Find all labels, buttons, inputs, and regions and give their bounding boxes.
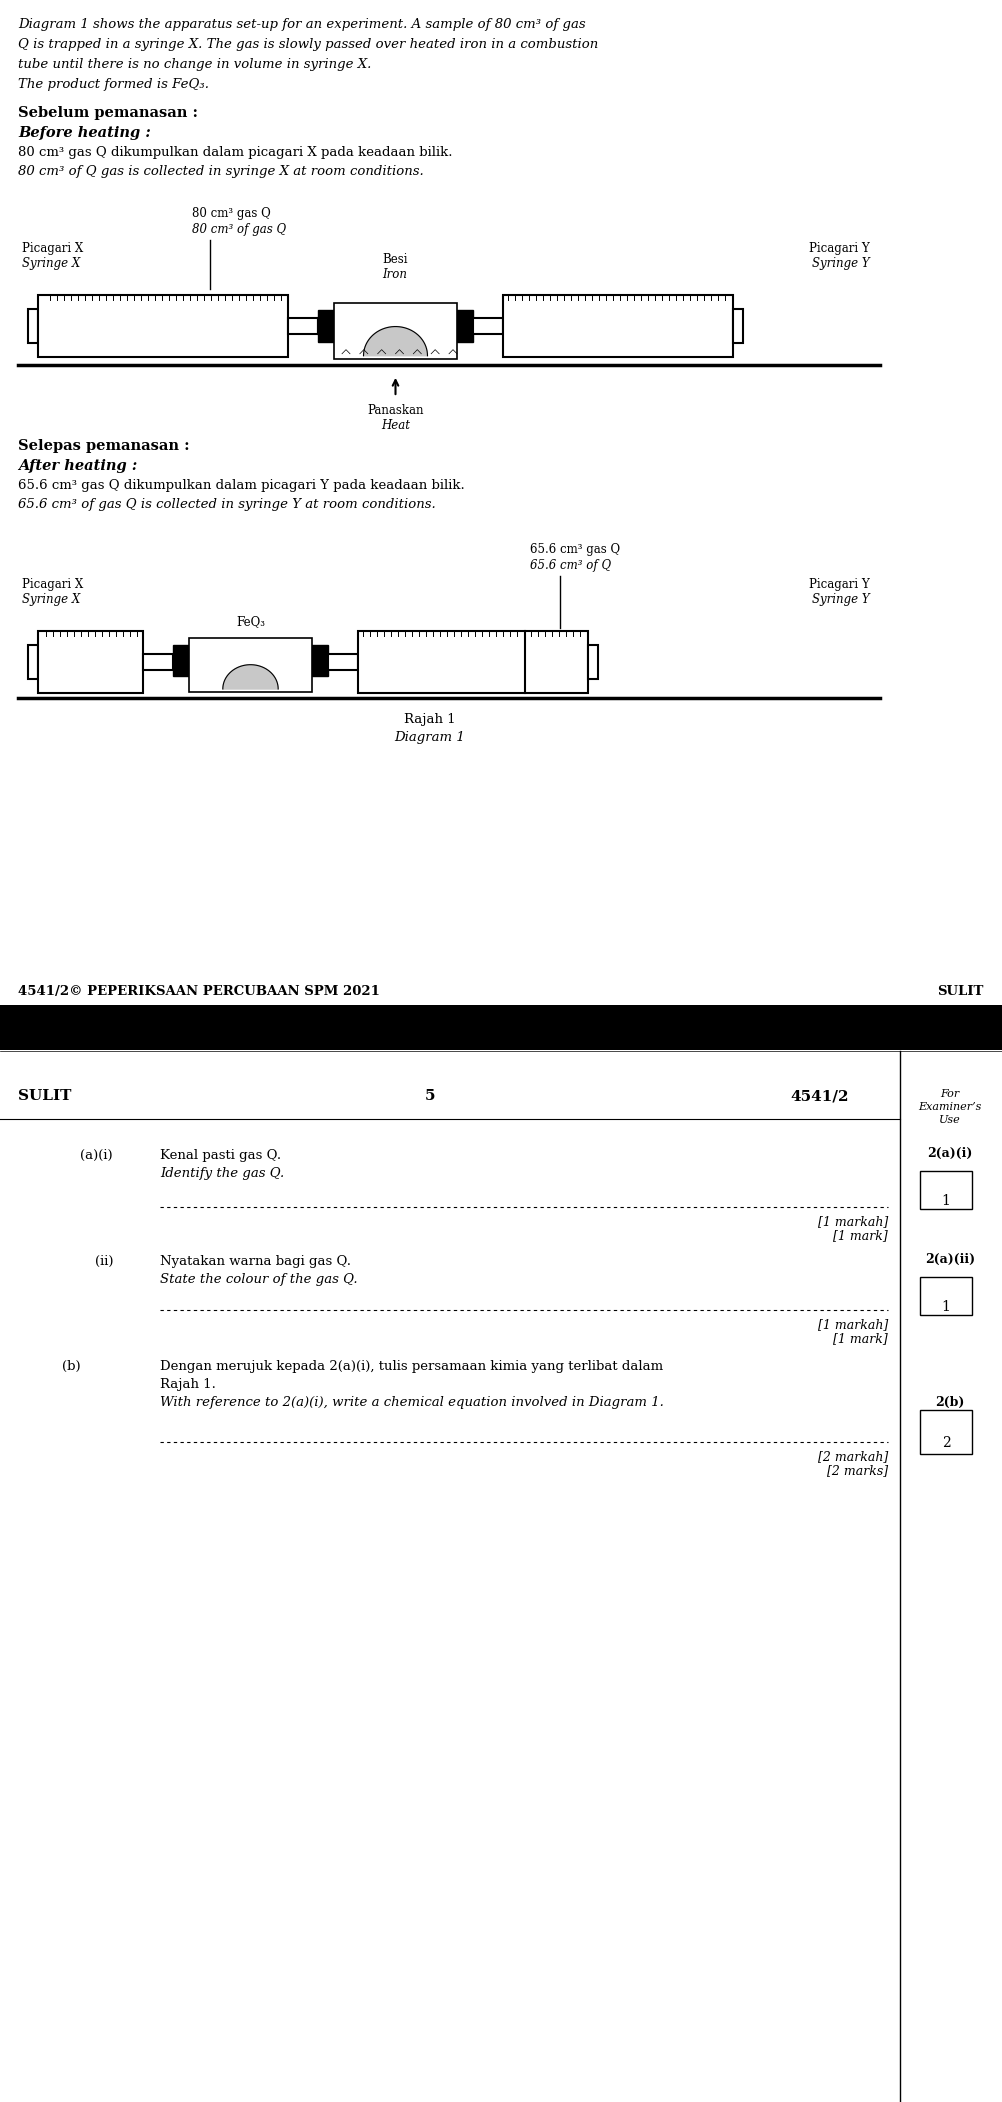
Bar (457, 309, 473, 343)
Text: Syringe Y: Syringe Y (813, 256, 870, 269)
Text: Q is trapped in a syringe X. The gas is slowly passed over heated iron in a comb: Q is trapped in a syringe X. The gas is … (18, 38, 598, 50)
Text: 65.6 cm³ of Q: 65.6 cm³ of Q (530, 559, 611, 572)
Text: 5: 5 (425, 1089, 435, 1104)
Text: Panaskan: Panaskan (368, 404, 424, 416)
Text: 1: 1 (942, 1194, 951, 1209)
Text: Kenal pasti gas Q.: Kenal pasti gas Q. (160, 1150, 282, 1162)
Text: 2(a)(ii): 2(a)(ii) (925, 1253, 975, 1265)
Text: 80 cm³ of Q gas is collected in syringe X at room conditions.: 80 cm³ of Q gas is collected in syringe … (18, 164, 424, 179)
Bar (189, 639, 312, 692)
Bar (288, 317, 318, 334)
Text: 65.6 cm³ of gas Q is collected in syringe Y at room conditions.: 65.6 cm³ of gas Q is collected in syring… (18, 498, 436, 511)
Bar (334, 303, 457, 359)
Polygon shape (222, 664, 279, 689)
Text: Diagram 1 shows the apparatus set-up for an experiment. A sample of 80 cm³ of ga: Diagram 1 shows the apparatus set-up for… (18, 19, 585, 32)
Text: 2(b): 2(b) (935, 1396, 965, 1408)
Text: 65.6 cm³ gas Q dikumpulkan dalam picagari Y pada keadaan bilik.: 65.6 cm³ gas Q dikumpulkan dalam picagar… (18, 479, 465, 492)
Text: [2 markah]: [2 markah] (818, 1450, 888, 1463)
Text: [1 markah]: [1 markah] (818, 1318, 888, 1331)
Bar (503, 294, 733, 357)
Bar (920, 1278, 972, 1316)
Text: Iron: Iron (383, 267, 408, 282)
Text: Rajah 1: Rajah 1 (404, 713, 456, 725)
Text: 80 cm³ gas Q: 80 cm³ gas Q (192, 206, 271, 221)
Text: SULIT: SULIT (938, 986, 984, 998)
Text: [1 markah]: [1 markah] (818, 1215, 888, 1228)
Text: Picagari Y: Picagari Y (810, 578, 870, 591)
Bar (473, 317, 503, 334)
Bar (38, 294, 288, 357)
Text: With reference to 2(a)(i), write a chemical equation involved in Diagram 1.: With reference to 2(a)(i), write a chemi… (160, 1396, 664, 1408)
Text: Selepas pemanasan :: Selepas pemanasan : (18, 439, 189, 454)
Text: SULIT: SULIT (18, 1089, 71, 1104)
Text: 4541/2© PEPERIKSAAN PERCUBAAN SPM 2021: 4541/2© PEPERIKSAAN PERCUBAAN SPM 2021 (18, 986, 380, 998)
Text: Syringe X: Syringe X (22, 256, 80, 269)
Text: [1 mark]: [1 mark] (834, 1230, 888, 1242)
Text: 80 cm³ gas Q dikumpulkan dalam picagari X pada keadaan bilik.: 80 cm³ gas Q dikumpulkan dalam picagari … (18, 145, 453, 160)
Text: tube until there is no change in volume in syringe X.: tube until there is no change in volume … (18, 59, 372, 71)
Bar (28, 645, 38, 679)
Text: Syringe Y: Syringe Y (813, 593, 870, 605)
Text: State the colour of the gas Q.: State the colour of the gas Q. (160, 1274, 358, 1286)
Text: Picagari Y: Picagari Y (810, 242, 870, 254)
Text: 80 cm³ of gas Q: 80 cm³ of gas Q (192, 223, 287, 235)
Text: Diagram 1: Diagram 1 (395, 731, 465, 744)
Text: (a)(i): (a)(i) (80, 1150, 112, 1162)
Text: 65.6 cm³ gas Q: 65.6 cm³ gas Q (530, 542, 620, 557)
Text: [2 marks]: [2 marks] (827, 1463, 888, 1478)
Bar (588, 645, 598, 679)
Bar (143, 654, 173, 671)
Text: Before heating :: Before heating : (18, 126, 150, 141)
Bar (358, 631, 588, 694)
Text: Dengan merujuk kepada 2(a)(i), tulis persamaan kimia yang terlibat dalam: Dengan merujuk kepada 2(a)(i), tulis per… (160, 1360, 663, 1373)
Text: For
Examiner’s
Use: For Examiner’s Use (918, 1089, 982, 1125)
Text: Sebelum pemanasan :: Sebelum pemanasan : (18, 105, 198, 120)
Text: 4541/2: 4541/2 (790, 1089, 849, 1104)
Bar (733, 309, 743, 343)
Text: Syringe X: Syringe X (22, 593, 80, 605)
Text: (b): (b) (62, 1360, 80, 1373)
Text: Picagari X: Picagari X (22, 242, 83, 254)
Bar (173, 645, 189, 677)
Bar (318, 309, 334, 343)
Bar (920, 1171, 972, 1209)
Bar (328, 654, 358, 671)
Text: Picagari X: Picagari X (22, 578, 83, 591)
Text: Heat: Heat (381, 418, 410, 433)
Bar (0, 1005, 1002, 1051)
Text: 2(a)(i): 2(a)(i) (927, 1148, 973, 1160)
Bar (28, 309, 38, 343)
Text: Identify the gas Q.: Identify the gas Q. (160, 1167, 285, 1179)
Polygon shape (364, 326, 428, 355)
Text: 2: 2 (942, 1436, 950, 1450)
Text: The product formed is FeQ₃.: The product formed is FeQ₃. (18, 78, 209, 90)
Text: Nyatakan warna bagi gas Q.: Nyatakan warna bagi gas Q. (160, 1255, 351, 1268)
Text: (ii): (ii) (95, 1255, 113, 1268)
Bar (920, 1410, 972, 1455)
Bar (38, 631, 143, 694)
Text: After heating :: After heating : (18, 458, 137, 473)
Text: [1 mark]: [1 mark] (834, 1333, 888, 1345)
Bar (312, 645, 328, 677)
Text: Rajah 1.: Rajah 1. (160, 1379, 215, 1392)
Text: FeQ₃: FeQ₃ (236, 616, 265, 628)
Text: 1: 1 (942, 1299, 951, 1314)
Text: Besi: Besi (382, 252, 408, 267)
